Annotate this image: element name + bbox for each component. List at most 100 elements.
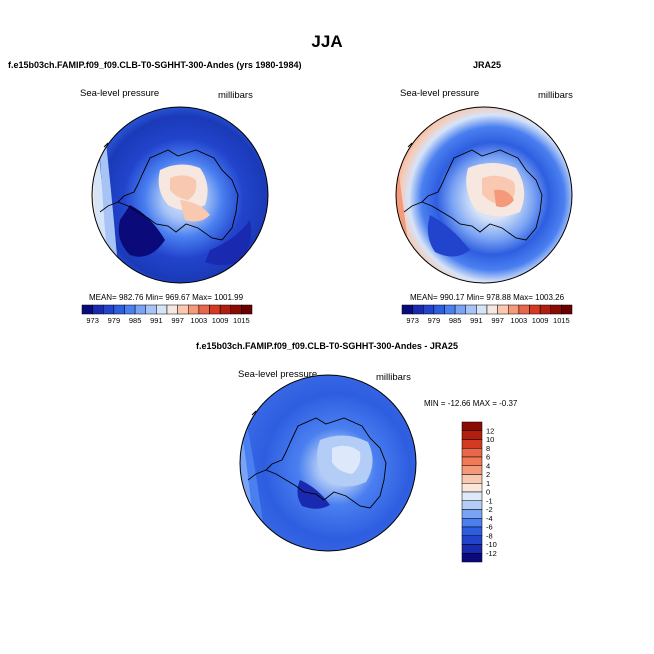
colorbar-swatch [412,304,424,315]
colorbar-tick-label: 973 [406,316,419,325]
colorbar-tick-label: 985 [129,316,142,325]
panel-model-stats: MEAN= 982.76 Min= 969.67 Max= 1001.99 [89,293,244,302]
panel-difference-left-label: Sea-level pressure [238,369,317,380]
panel-jra25-coastline [421,149,543,241]
colorbar-swatch [461,544,483,554]
panel-difference-coastline [265,417,387,509]
colorbar-swatch [230,304,242,315]
panel-model-coastline [117,149,239,241]
colorbar-swatch [401,304,413,315]
colorbar-swatch [433,304,445,315]
panel-difference: f.e15b03ch.FAMIP.f09_f09.CLB-T0-SGHHT-30… [196,341,518,563]
colorbar-swatch [81,304,93,315]
colorbar-swatch [177,304,189,315]
figure-title: JJA [311,32,342,51]
colorbar-swatch [461,430,483,440]
colorbar-swatch [198,304,210,315]
colorbar-tick-label: -2 [486,505,493,514]
panel-model-title: f.e15b03ch.FAMIP.f09_f09.CLB-T0-SGHHT-30… [8,60,301,70]
colorbar-swatch [550,304,562,315]
colorbar-swatch [461,535,483,545]
colorbar-swatch [518,304,530,315]
colorbar-swatch [461,421,483,431]
colorbar-swatch [103,304,115,315]
colorbar-tick-label: 1015 [553,316,570,325]
colorbar-tick-label: -1 [486,496,493,505]
colorbar-tick-label: 997 [491,316,504,325]
colorbar-tick-label: 0 [486,488,490,497]
colorbar-swatch [454,304,466,315]
colorbar-swatch [476,304,488,315]
colorbar-swatch [461,439,483,449]
colorbar-swatch [209,304,221,315]
colorbar-swatch [461,474,483,484]
colorbar-swatch [134,304,146,315]
panel-model: f.e15b03ch.FAMIP.f09_f09.CLB-T0-SGHHT-30… [8,60,301,325]
colorbar-swatch [124,304,136,315]
colorbar-swatch [461,553,483,563]
colorbar-swatch [461,483,483,493]
colorbar-swatch [92,304,104,315]
colorbar-tick-label: 4 [486,461,490,470]
colorbar-tick-label: 6 [486,453,490,462]
colorbar-tick-label: 979 [428,316,441,325]
panel-model-left-label: Sea-level pressure [80,88,159,99]
colorbar-tick-label: 1 [486,479,490,488]
colorbar-swatch [461,448,483,458]
colorbar-swatch [461,500,483,510]
colorbar-swatch [465,304,477,315]
colorbar-swatch [497,304,509,315]
colorbar-tick-label: 1009 [532,316,549,325]
panel-difference-field [240,375,416,551]
panel-model-colorbar: 973 979 985 991 997 1003 1009 1015 [81,304,253,325]
colorbar-swatch [461,518,483,528]
panel-model-field [92,107,268,283]
colorbar-tick-label: 1003 [511,316,528,325]
colorbar-tick-label: 2 [486,470,490,479]
colorbar-swatch [486,304,498,315]
colorbar-swatch [188,304,200,315]
colorbar-swatch [461,491,483,501]
colorbar-tick-label: -12 [486,549,497,558]
colorbar-swatch [145,304,157,315]
panel-difference-right-label: millibars [376,372,411,383]
colorbar-swatch [561,304,573,315]
colorbar-swatch [508,304,520,315]
colorbar-swatch [529,304,541,315]
panel-jra25: JRA25 Sea-level pressure millibars MEAN=… [395,60,573,325]
panel-difference-stats: MIN = -12.66 MAX = -0.37 [424,399,518,408]
colorbar-tick-label: -4 [486,514,493,523]
panel-jra25-field [396,107,572,283]
colorbar-swatch [444,304,456,315]
panel-model-globe-outline [91,106,269,284]
colorbar-swatch [241,304,253,315]
colorbar-swatch [156,304,168,315]
colorbar-tick-label: 10 [486,435,494,444]
colorbar-tick-label: 1009 [212,316,229,325]
colorbar-tick-label: 991 [470,316,483,325]
colorbar-tick-label: -6 [486,523,493,532]
colorbar-tick-label: -8 [486,531,493,540]
colorbar-tick-label: 8 [486,444,490,453]
colorbar-swatch [461,526,483,536]
panel-jra25-globe-outline [395,106,573,284]
colorbar-tick-label: 991 [150,316,163,325]
panel-jra25-title: JRA25 [473,60,501,70]
colorbar-tick-label: 973 [86,316,99,325]
panel-difference-globe-outline [239,374,417,552]
panel-model-right-label: millibars [218,90,253,101]
colorbar-tick-label: 1015 [233,316,250,325]
colorbar-tick-label: 979 [108,316,121,325]
colorbar-tick-label: 1003 [191,316,208,325]
colorbar-tick-label: -10 [486,540,497,549]
colorbar-swatch [423,304,435,315]
colorbar-swatch [461,465,483,475]
colorbar-swatch [461,456,483,466]
panel-jra25-right-label: millibars [538,90,573,101]
colorbar-tick-label: 12 [486,426,494,435]
colorbar-swatch [219,304,231,315]
panel-difference-title: f.e15b03ch.FAMIP.f09_f09.CLB-T0-SGHHT-30… [196,341,458,351]
colorbar-swatch [166,304,178,315]
